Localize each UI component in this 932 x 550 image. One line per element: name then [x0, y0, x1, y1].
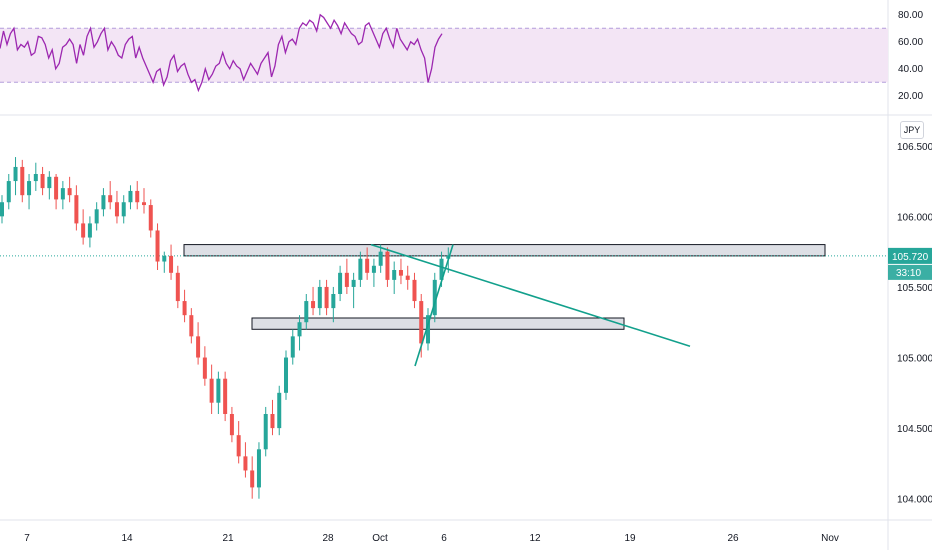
candle-body: [209, 378, 214, 403]
resistance-zone: [183, 244, 826, 257]
candle-body: [392, 270, 397, 280]
time-tick-label: 21: [222, 533, 234, 544]
candle-body: [277, 392, 282, 429]
rsi-tick-label: 60.00: [898, 37, 923, 48]
candle-body: [128, 190, 133, 203]
price-tick-label: 106.500: [897, 142, 932, 153]
candle-body: [121, 202, 126, 217]
time-tick-label: 6: [441, 533, 447, 544]
candle-body: [108, 195, 113, 203]
candle-body: [256, 449, 261, 488]
candle-body: [40, 174, 45, 189]
rsi-tick-label: 20.00: [898, 91, 923, 102]
time-tick-label: 28: [322, 533, 334, 544]
candle-body: [54, 176, 59, 200]
price-tick-label: 104.500: [897, 424, 932, 435]
time-tick-label: 7: [24, 533, 30, 544]
candle-body: [324, 286, 329, 309]
time-tick-label: Nov: [821, 533, 839, 544]
candle-body: [317, 286, 322, 309]
candle-body: [358, 258, 363, 280]
time-tick-label: Oct: [372, 533, 388, 544]
price-tick-label: 106.000: [897, 212, 932, 223]
candle-body: [365, 258, 370, 273]
candle-body: [182, 301, 187, 316]
price-tick-label: 105.000: [897, 354, 932, 365]
candle-body: [378, 251, 383, 266]
candle-body: [351, 279, 356, 287]
candle-body: [101, 195, 106, 210]
candle-body: [142, 202, 147, 206]
time-tick-label: 14: [121, 533, 133, 544]
time-tick-label: 12: [529, 533, 541, 544]
candle-body: [270, 414, 275, 429]
candle-body: [27, 181, 32, 196]
candle-body: [229, 414, 234, 436]
ascending-trendline: [414, 244, 454, 367]
time-tick-label: 19: [624, 533, 636, 544]
candle-body: [13, 166, 18, 182]
rsi-tick-label: 80.00: [898, 10, 923, 21]
candle-body: [169, 255, 174, 273]
candle-body: [87, 223, 92, 238]
candle-body: [405, 275, 410, 280]
candle-body: [67, 188, 72, 196]
price-tick-label: 105.500: [897, 283, 932, 294]
currency-badge[interactable]: JPY: [900, 121, 924, 139]
candle-body: [135, 190, 140, 203]
candle-body: [20, 166, 25, 196]
candle-body: [47, 176, 52, 189]
rsi-line: [0, 13, 443, 93]
candle-body: [263, 414, 268, 450]
candle-body: [162, 255, 167, 262]
candle-body: [398, 270, 403, 276]
candle-body: [419, 301, 424, 344]
candle-body: [6, 181, 11, 203]
candle-body: [331, 294, 336, 309]
candle-body: [412, 279, 417, 302]
price-badge: [888, 247, 932, 264]
candle-body: [94, 209, 99, 224]
candle-body: [148, 205, 153, 231]
support-zone: [251, 317, 625, 330]
price-tick-label: 104.000: [897, 495, 932, 506]
candle-body: [344, 272, 349, 287]
rsi-band: [0, 28, 888, 83]
candle-body: [297, 322, 302, 337]
candle-body: [290, 336, 295, 358]
candle-body: [385, 251, 390, 280]
candle-body: [60, 188, 65, 200]
candle-body: [216, 378, 221, 403]
candle-body: [114, 202, 119, 217]
candle-body: [284, 357, 289, 393]
descending-trendline: [370, 243, 691, 347]
candle-body: [243, 456, 248, 471]
candle-body: [196, 336, 201, 358]
candle-body: [74, 195, 79, 224]
candle-body: [426, 315, 431, 344]
candle-body: [202, 357, 207, 379]
candle-body: [223, 378, 228, 414]
countdown-badge: [888, 264, 932, 280]
candle-body: [304, 301, 309, 323]
countdown-label: 33:10: [896, 268, 921, 279]
candle-body: [371, 265, 376, 273]
candle-body: [338, 272, 343, 294]
candle-body: [175, 272, 180, 302]
candle-body: [236, 435, 241, 457]
time-tick-label: 26: [727, 533, 739, 544]
candle-body: [432, 279, 437, 316]
candle-body: [250, 470, 255, 488]
candle-body: [189, 315, 194, 337]
candle-body: [311, 301, 316, 309]
price-badge-label: 105.720: [892, 252, 929, 263]
candle-body: [33, 174, 38, 182]
candle-body: [439, 258, 444, 280]
rsi-tick-label: 40.00: [898, 64, 923, 75]
candle-body: [0, 202, 4, 217]
candle-body: [155, 230, 160, 262]
candle-body: [81, 223, 86, 238]
